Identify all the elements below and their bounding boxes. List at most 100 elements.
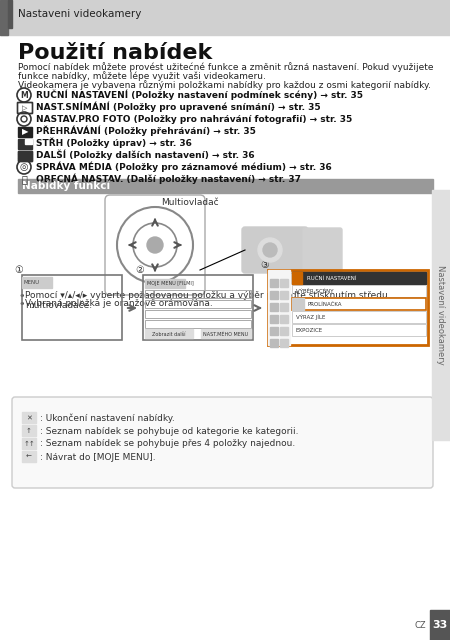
Text: Nastavení videokamery: Nastavení videokamery (436, 265, 446, 365)
Text: NAST.MÉHO MENU: NAST.MÉHO MENU (203, 332, 248, 337)
Text: ▷: ▷ (22, 105, 28, 111)
Text: : Seznam nabídek se pohybuje od kategorie ke kategorii.: : Seznam nabídek se pohybuje od kategori… (40, 426, 298, 435)
Bar (22, 275, 122, 340)
Bar (8, 0, 12, 28)
Bar (22, 438, 36, 449)
Text: •: • (18, 291, 24, 301)
Text: Zobrazit další: Zobrazit další (152, 332, 186, 337)
Bar (145, 300, 251, 308)
Bar (280, 327, 288, 335)
FancyBboxPatch shape (303, 228, 342, 277)
Bar (270, 291, 278, 299)
Bar (270, 339, 278, 347)
Bar (22, 425, 36, 436)
Bar (0, 0, 8, 35)
Text: Nabídky funkcí: Nabídky funkcí (22, 180, 110, 191)
Bar (292, 272, 426, 284)
Bar (18, 139, 32, 149)
Circle shape (258, 238, 282, 262)
Bar (280, 291, 288, 299)
Text: 🔧: 🔧 (21, 174, 27, 184)
Text: : Návrat do [MOJE MENU].: : Návrat do [MOJE MENU]. (40, 452, 156, 461)
Bar (292, 298, 426, 310)
Bar (268, 270, 428, 345)
Text: ←: ← (26, 454, 32, 460)
Text: STŘH (Položky úprav) → str. 36: STŘH (Položky úprav) → str. 36 (36, 138, 192, 148)
Text: : Ukončení nastavení nabídky.: : Ukončení nastavení nabídky. (40, 413, 175, 423)
Text: CZ: CZ (414, 621, 426, 630)
Bar (18, 127, 32, 137)
Bar (280, 279, 288, 287)
Text: Videokamera je vybavena různými položkami nabídky pro každou z osmi kategorií na: Videokamera je vybavena různými položkam… (18, 80, 431, 90)
Text: RUČNÍ NASTAVENÍ (Položky nastavení podmínek scény) → str. 35: RUČNÍ NASTAVENÍ (Položky nastavení podmí… (36, 90, 363, 100)
Bar (145, 329, 193, 338)
Bar (18, 157, 32, 161)
Bar (430, 610, 450, 640)
Bar (18, 154, 32, 157)
Bar (292, 285, 426, 297)
Bar (22, 277, 52, 288)
Bar (22, 451, 36, 462)
Text: •: • (18, 299, 24, 309)
Text: funkce nabídky, můžete lépe využit vaši videokameru.: funkce nabídky, můžete lépe využit vaši … (18, 71, 266, 81)
Bar (22, 412, 36, 423)
Text: ↑: ↑ (26, 428, 32, 434)
Text: ②: ② (135, 265, 144, 275)
Text: MENU: MENU (24, 280, 40, 285)
Text: RUČNÍ NASTAVENÍ: RUČNÍ NASTAVENÍ (307, 275, 356, 280)
Text: ✕: ✕ (26, 415, 32, 421)
Text: Multiovladač: Multiovladač (161, 198, 219, 207)
Bar (0, 0, 450, 35)
Bar (18, 151, 32, 154)
Text: : Seznam nabídek se pohybuje přes 4 položky najednou.: : Seznam nabídek se pohybuje přes 4 polo… (40, 440, 295, 449)
Text: M: M (20, 90, 28, 99)
Bar (432, 190, 450, 440)
Bar (145, 320, 251, 328)
Bar (201, 329, 251, 338)
Bar (143, 275, 253, 340)
Bar (145, 290, 251, 298)
Bar (270, 315, 278, 323)
Bar (280, 303, 288, 311)
Text: VÝBĚR SCÉNY: VÝBĚR SCÉNY (296, 289, 333, 294)
Text: 33: 33 (432, 620, 448, 630)
FancyBboxPatch shape (12, 397, 433, 488)
Text: ↑↑: ↑↑ (23, 441, 35, 447)
Bar (25, 139, 32, 144)
Text: PROLÍNAČKA: PROLÍNAČKA (308, 301, 342, 307)
Text: PŘEHRÁVÁNÍ (Položky přehrávání) → str. 35: PŘEHRÁVÁNÍ (Položky přehrávání) → str. 3… (36, 125, 256, 136)
Text: NAST.SNÍMÁNÍ (Položky pro upravené snímání) → str. 35: NAST.SNÍMÁNÍ (Položky pro upravené snímá… (36, 102, 320, 112)
FancyBboxPatch shape (242, 227, 308, 273)
Bar (268, 270, 290, 345)
Bar (292, 298, 304, 310)
Text: ◎: ◎ (20, 162, 28, 172)
Text: ①: ① (14, 265, 23, 275)
Text: ③: ③ (260, 260, 269, 270)
Text: OBECNÁ NASTAV. (Další položky nastavení) → str. 37: OBECNÁ NASTAV. (Další položky nastavení)… (36, 173, 301, 184)
Bar (292, 324, 426, 336)
Circle shape (263, 243, 277, 257)
Text: DALŠÍ (Položky dalších nastavení) → str. 36: DALŠÍ (Položky dalších nastavení) → str.… (36, 150, 255, 160)
Bar (18, 179, 433, 193)
Text: MOJE MENU [FILMI]: MOJE MENU [FILMI] (147, 282, 194, 287)
Bar (18, 151, 32, 161)
Circle shape (147, 237, 163, 253)
Text: EXPOZICE: EXPOZICE (296, 328, 323, 333)
Text: NASTAV.PRO FOTO (Položky pro nahrávání fotografií) → str. 35: NASTAV.PRO FOTO (Položky pro nahrávání f… (36, 115, 352, 124)
Text: Nastaveni videokamery: Nastaveni videokamery (18, 9, 141, 19)
Bar (145, 310, 251, 318)
Bar (270, 303, 278, 311)
Bar (145, 279, 185, 288)
Text: Pomocí ▾/▴/◂/▸ vyberte požadovanou položku a výběr potvrďte stisknutím středu mu: Pomocí ▾/▴/◂/▸ vyberte požadovanou polož… (25, 291, 388, 310)
Bar (292, 311, 426, 323)
Bar (292, 272, 302, 284)
Text: ▶: ▶ (22, 127, 28, 136)
Bar (280, 339, 288, 347)
Text: Vybraná položka je oranžově orámována.: Vybraná položka je oranžově orámována. (25, 299, 213, 308)
Text: Použití nabídek: Použití nabídek (18, 43, 212, 63)
Text: SPRÁVA MÉDIA (Položky pro záznamové médium) → str. 36: SPRÁVA MÉDIA (Položky pro záznamové médi… (36, 162, 332, 172)
Bar (280, 315, 288, 323)
Bar (270, 279, 278, 287)
Text: Pomocí nabídek můžete provést užitećné funkce a změnit různá nastavení. Pokud v: Pomocí nabídek můžete provést užitećné … (18, 62, 433, 72)
Bar (270, 327, 278, 335)
